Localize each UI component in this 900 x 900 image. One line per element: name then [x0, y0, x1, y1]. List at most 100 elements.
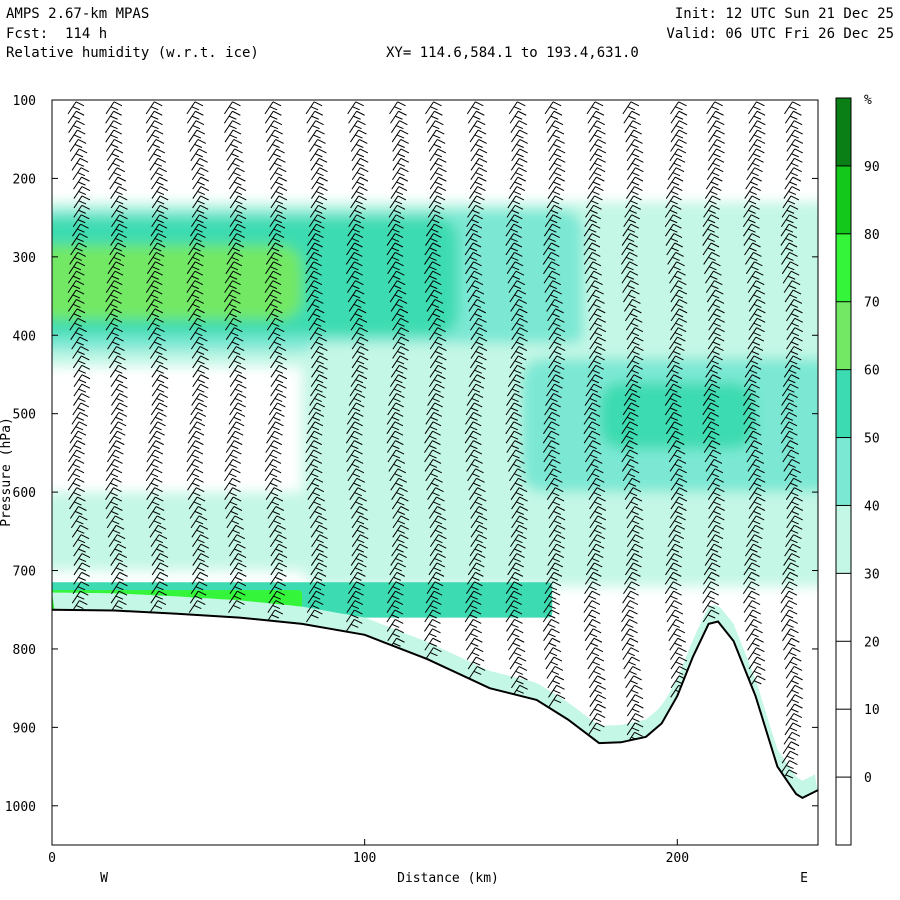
wind-barb: [585, 637, 603, 651]
wind-barb: [228, 411, 246, 425]
wind-barb: [270, 176, 287, 190]
wind-barb: [347, 402, 365, 416]
wind-barb: [785, 487, 803, 500]
wind-barb: [702, 233, 719, 246]
wind-barb: [626, 543, 644, 557]
wind-barb: [626, 186, 643, 199]
wind-barb: [145, 477, 163, 491]
wind-barb: [225, 317, 242, 331]
wind-barb: [350, 139, 368, 152]
wind-barb: [543, 628, 560, 642]
wind-barb: [510, 666, 528, 679]
wind-barb: [621, 233, 639, 246]
wind-barb: [585, 204, 602, 218]
wind-barb: [346, 421, 363, 435]
wind-barb: [269, 524, 286, 538]
wind-barb: [346, 242, 363, 256]
wind-barb: [424, 449, 441, 463]
rh-region: [52, 245, 303, 320]
wind-barb: [467, 562, 485, 576]
wind-barb: [191, 346, 209, 359]
wind-barb: [106, 449, 124, 463]
wind-barb: [670, 299, 688, 312]
wind-barb: [547, 496, 565, 510]
wind-barb: [545, 571, 563, 585]
wind-barb: [70, 148, 88, 162]
wind-barb: [151, 195, 169, 209]
wind-barb: [702, 609, 720, 623]
wind-barb: [667, 440, 685, 453]
wind-barb: [588, 308, 606, 322]
wind-barb: [665, 411, 682, 425]
wind-barb: [264, 270, 282, 284]
wind-barb: [587, 364, 604, 378]
wind-barb: [702, 214, 720, 228]
wind-barb: [744, 430, 762, 444]
wind-barb: [748, 656, 766, 670]
wind-barb: [67, 458, 85, 472]
wind-barb: [391, 496, 409, 510]
wind-barb: [71, 233, 88, 246]
wind-barb: [72, 167, 90, 180]
wind-barb: [389, 101, 406, 115]
wind-barb: [428, 374, 446, 388]
wind-barb: [429, 515, 447, 529]
wind-barb: [227, 421, 245, 435]
wind-barb: [309, 571, 327, 585]
wind-barb: [621, 637, 639, 651]
y-tick-label: 300: [13, 251, 36, 266]
wind-barb: [426, 214, 444, 228]
wind-barb: [507, 374, 525, 388]
wind-barb: [390, 364, 408, 378]
wind-barb: [743, 383, 760, 397]
wind-barb: [73, 195, 91, 209]
wind-barb: [781, 204, 799, 218]
wind-barb: [308, 581, 326, 595]
wind-barb: [224, 458, 241, 472]
wind-barb: [387, 261, 404, 275]
wind-barb: [621, 421, 638, 435]
wind-barb: [782, 195, 800, 209]
wind-barb: [270, 355, 287, 369]
wind-barb: [191, 571, 209, 585]
wind-barb: [548, 167, 566, 180]
x-tick-label: 200: [666, 851, 689, 866]
wind-barb: [624, 666, 641, 679]
wind-barb: [745, 440, 763, 453]
wind-barb: [702, 430, 720, 444]
wind-barb: [705, 458, 723, 472]
wind-barb: [345, 618, 363, 632]
wind-barb: [269, 571, 287, 585]
wind-barb: [150, 167, 167, 180]
wind-barb: [151, 364, 169, 378]
wind-barb: [270, 383, 287, 397]
wind-barb: [470, 524, 488, 538]
wind-barb: [68, 261, 86, 275]
wind-barb: [190, 336, 208, 350]
wind-barb: [425, 468, 442, 482]
wind-barb: [467, 289, 485, 303]
wind-barb: [429, 553, 446, 566]
wind-barb: [588, 346, 606, 359]
wind-barb: [705, 543, 723, 557]
wind-barb: [108, 167, 126, 180]
wind-barb: [547, 308, 564, 322]
plot-frame: [51, 99, 819, 846]
cross-section-endpoints: XY= 114.6,584.1 to 193.4,631.0: [386, 45, 639, 61]
wind-barb: [666, 421, 683, 435]
wind-barb: [748, 468, 765, 482]
wind-barb: [310, 515, 327, 529]
wind-barb: [666, 543, 684, 557]
wind-barb: [542, 609, 560, 623]
wind-barb: [546, 666, 564, 679]
colorbar-swatch: [836, 505, 851, 574]
wind-barb: [470, 167, 488, 180]
wind-barb: [105, 129, 122, 143]
colorbar-swatch: [836, 98, 851, 166]
wind-barb: [386, 590, 404, 604]
wind-barb: [267, 139, 284, 152]
wind-barb: [464, 609, 482, 623]
wind-barb: [390, 110, 407, 124]
wind-barb: [583, 421, 601, 435]
